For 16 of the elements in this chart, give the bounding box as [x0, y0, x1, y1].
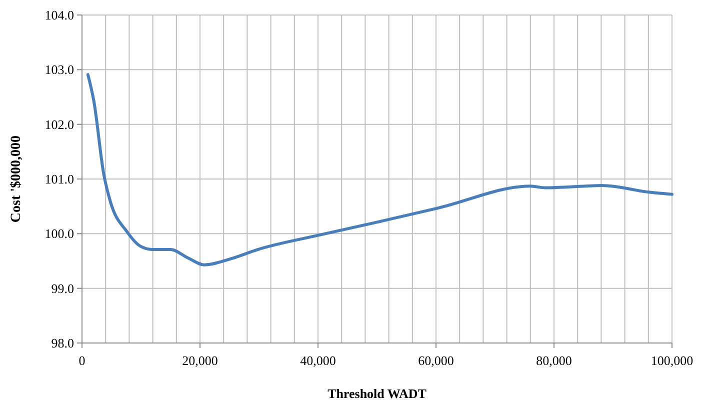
y-tick-label: 103.0	[44, 62, 74, 78]
y-tick-label: 101.0	[44, 172, 74, 187]
x-tick-label: 100,000	[650, 353, 694, 368]
y-tick-label: 104.0	[44, 8, 74, 23]
y-tick-label: 102.0	[44, 116, 74, 132]
line-series	[86, 73, 674, 266]
x-tick-label: 60,000	[418, 353, 454, 368]
x-tick-label: 20,000	[182, 353, 218, 368]
x-tick-label: 40,000	[300, 353, 336, 368]
y-tick-label: 98.0	[51, 336, 74, 351]
y-tick-label: 99.0	[51, 280, 74, 296]
x-axis-title: Threshold WADT	[328, 386, 427, 401]
x-tick-label: 80,000	[536, 353, 572, 368]
y-tick-label: 100.0	[44, 226, 74, 242]
x-tick-label: 0	[78, 353, 86, 368]
y-axis-title: Cost '$000,000	[9, 135, 24, 223]
